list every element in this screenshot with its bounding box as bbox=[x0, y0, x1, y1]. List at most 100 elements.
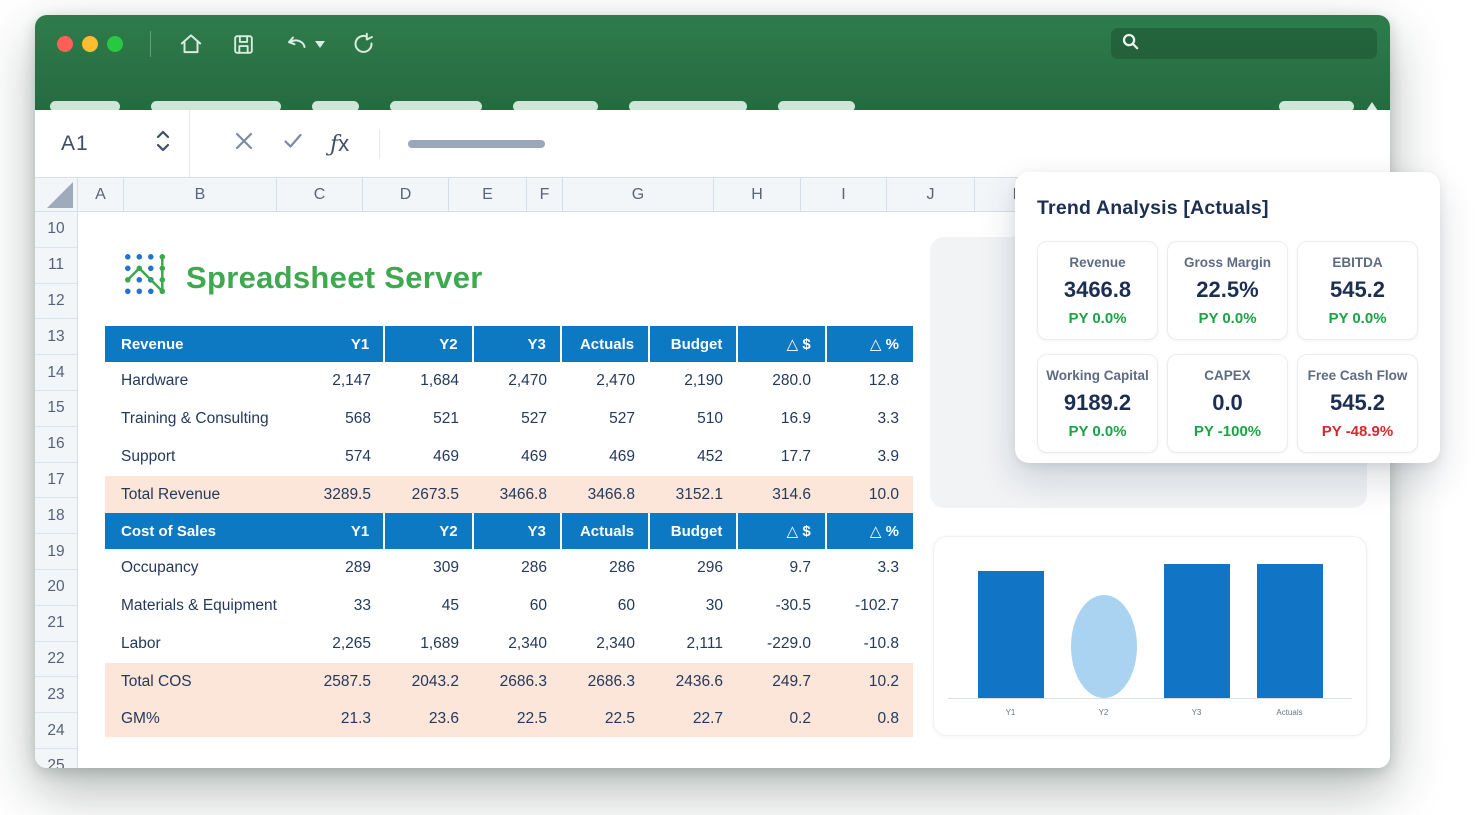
search-box[interactable] bbox=[1111, 28, 1377, 59]
close-button[interactable] bbox=[57, 36, 73, 52]
value-cell[interactable]: 2686.3 bbox=[587, 672, 635, 690]
value-cell[interactable]: 16.9 bbox=[780, 410, 811, 427]
value-cell[interactable]: 2,470 bbox=[596, 372, 635, 389]
ribbon-pill[interactable] bbox=[390, 101, 482, 112]
value-cell[interactable]: 0.2 bbox=[789, 709, 811, 727]
row-label-cell[interactable]: Labor bbox=[121, 635, 161, 652]
value-cell[interactable]: 3466.8 bbox=[587, 485, 635, 503]
value-cell[interactable]: 33 bbox=[353, 597, 371, 614]
value-cell[interactable]: 3.9 bbox=[877, 448, 899, 465]
value-cell[interactable]: 30 bbox=[705, 597, 723, 614]
value-cell[interactable]: 1,684 bbox=[420, 372, 459, 389]
minimize-button[interactable] bbox=[82, 36, 98, 52]
value-cell[interactable]: 0.8 bbox=[877, 709, 899, 727]
row-header[interactable]: 21 bbox=[35, 606, 77, 642]
value-cell[interactable]: 280.0 bbox=[772, 372, 811, 389]
insert-function-icon[interactable]: ƒx bbox=[330, 130, 350, 157]
row-header[interactable]: 23 bbox=[35, 677, 77, 714]
row-header[interactable]: 12 bbox=[35, 284, 77, 320]
value-cell[interactable]: 527 bbox=[609, 410, 635, 427]
row-label-cell[interactable]: Support bbox=[121, 448, 176, 465]
value-cell[interactable]: 574 bbox=[345, 448, 371, 465]
value-cell[interactable]: 452 bbox=[697, 448, 723, 465]
value-cell[interactable]: -30.5 bbox=[775, 597, 811, 614]
column-header[interactable]: F bbox=[527, 178, 563, 211]
value-cell[interactable]: 2,111 bbox=[686, 635, 724, 652]
column-header[interactable]: G bbox=[563, 178, 714, 211]
value-cell[interactable]: 2587.5 bbox=[323, 672, 371, 690]
value-cell[interactable]: -102.7 bbox=[855, 597, 899, 614]
row-header[interactable]: 10 bbox=[35, 212, 77, 248]
value-cell[interactable]: 309 bbox=[433, 559, 459, 576]
value-cell[interactable]: 469 bbox=[521, 448, 547, 465]
value-cell[interactable]: 12.8 bbox=[868, 372, 899, 389]
value-cell[interactable]: 22.7 bbox=[692, 709, 723, 727]
row-header[interactable]: 11 bbox=[35, 248, 77, 284]
value-cell[interactable]: -10.8 bbox=[863, 635, 899, 652]
value-cell[interactable]: 22.5 bbox=[516, 709, 547, 727]
row-label-cell[interactable]: Total Revenue bbox=[121, 485, 221, 503]
row-header[interactable]: 18 bbox=[35, 498, 77, 535]
value-cell[interactable]: 3289.5 bbox=[323, 485, 371, 503]
ribbon-pill[interactable] bbox=[513, 101, 598, 112]
name-box-spinner-icon[interactable] bbox=[155, 128, 171, 159]
value-cell[interactable]: 10.0 bbox=[868, 485, 899, 503]
ribbon-pill[interactable] bbox=[151, 101, 281, 112]
cancel-icon[interactable] bbox=[232, 129, 256, 158]
value-cell[interactable]: 60 bbox=[617, 597, 635, 614]
row-header[interactable]: 22 bbox=[35, 642, 77, 678]
cell-reference[interactable]: A1 bbox=[61, 131, 89, 155]
row-label-cell[interactable]: Training & Consulting bbox=[121, 410, 269, 427]
column-header[interactable]: A bbox=[78, 178, 124, 211]
value-cell[interactable]: 2,340 bbox=[596, 635, 635, 652]
ribbon-pill[interactable] bbox=[312, 101, 359, 112]
row-label-cell[interactable]: Total COS bbox=[121, 672, 192, 690]
value-cell[interactable]: 2436.6 bbox=[675, 672, 723, 690]
row-label-cell[interactable]: Hardware bbox=[121, 372, 189, 389]
row-label-cell[interactable]: Occupancy bbox=[121, 559, 199, 576]
value-cell[interactable]: 1,689 bbox=[420, 635, 459, 652]
value-cell[interactable]: 2686.3 bbox=[499, 672, 547, 690]
zoom-button[interactable] bbox=[107, 36, 123, 52]
row-header[interactable]: 14 bbox=[35, 355, 77, 391]
row-header[interactable]: 19 bbox=[35, 534, 77, 570]
value-cell[interactable]: 2673.5 bbox=[411, 485, 459, 503]
ribbon-pill[interactable] bbox=[50, 101, 120, 112]
value-cell[interactable]: 2,190 bbox=[684, 372, 723, 389]
row-header[interactable]: 15 bbox=[35, 391, 77, 427]
value-cell[interactable]: 469 bbox=[433, 448, 459, 465]
formula-input[interactable] bbox=[408, 139, 546, 148]
value-cell[interactable]: 510 bbox=[697, 410, 723, 427]
value-cell[interactable]: 2043.2 bbox=[411, 672, 459, 690]
save-icon[interactable] bbox=[231, 32, 256, 57]
value-cell[interactable]: 3466.8 bbox=[499, 485, 547, 503]
value-cell[interactable]: 521 bbox=[433, 410, 459, 427]
column-header[interactable]: B bbox=[124, 178, 277, 211]
value-cell[interactable]: 289 bbox=[345, 559, 371, 576]
value-cell[interactable]: 568 bbox=[345, 410, 371, 427]
ribbon-pill[interactable] bbox=[1279, 101, 1354, 112]
value-cell[interactable]: 9.7 bbox=[789, 559, 811, 576]
value-cell[interactable]: -229.0 bbox=[767, 635, 811, 652]
search-input[interactable] bbox=[1147, 35, 1367, 52]
value-cell[interactable]: 23.6 bbox=[428, 709, 459, 727]
ribbon-pill[interactable] bbox=[629, 101, 747, 112]
select-all-corner[interactable] bbox=[35, 178, 78, 211]
home-icon[interactable] bbox=[178, 31, 204, 57]
value-cell[interactable]: 286 bbox=[521, 559, 547, 576]
row-header[interactable]: 13 bbox=[35, 319, 77, 356]
value-cell[interactable]: 314.6 bbox=[772, 485, 811, 503]
row-label-cell[interactable]: Materials & Equipment bbox=[121, 597, 277, 614]
value-cell[interactable]: 527 bbox=[521, 410, 547, 427]
row-header[interactable]: 20 bbox=[35, 570, 77, 606]
row-label-cell[interactable]: GM% bbox=[121, 709, 160, 727]
undo-dropdown-caret[interactable] bbox=[315, 40, 325, 48]
value-cell[interactable]: 296 bbox=[697, 559, 723, 576]
column-header[interactable]: J bbox=[887, 178, 975, 211]
value-cell[interactable]: 3.3 bbox=[877, 410, 899, 427]
value-cell[interactable]: 469 bbox=[609, 448, 635, 465]
ribbon-pill[interactable] bbox=[778, 101, 855, 112]
value-cell[interactable]: 45 bbox=[441, 597, 459, 614]
value-cell[interactable]: 2,340 bbox=[508, 635, 547, 652]
value-cell[interactable]: 286 bbox=[609, 559, 635, 576]
